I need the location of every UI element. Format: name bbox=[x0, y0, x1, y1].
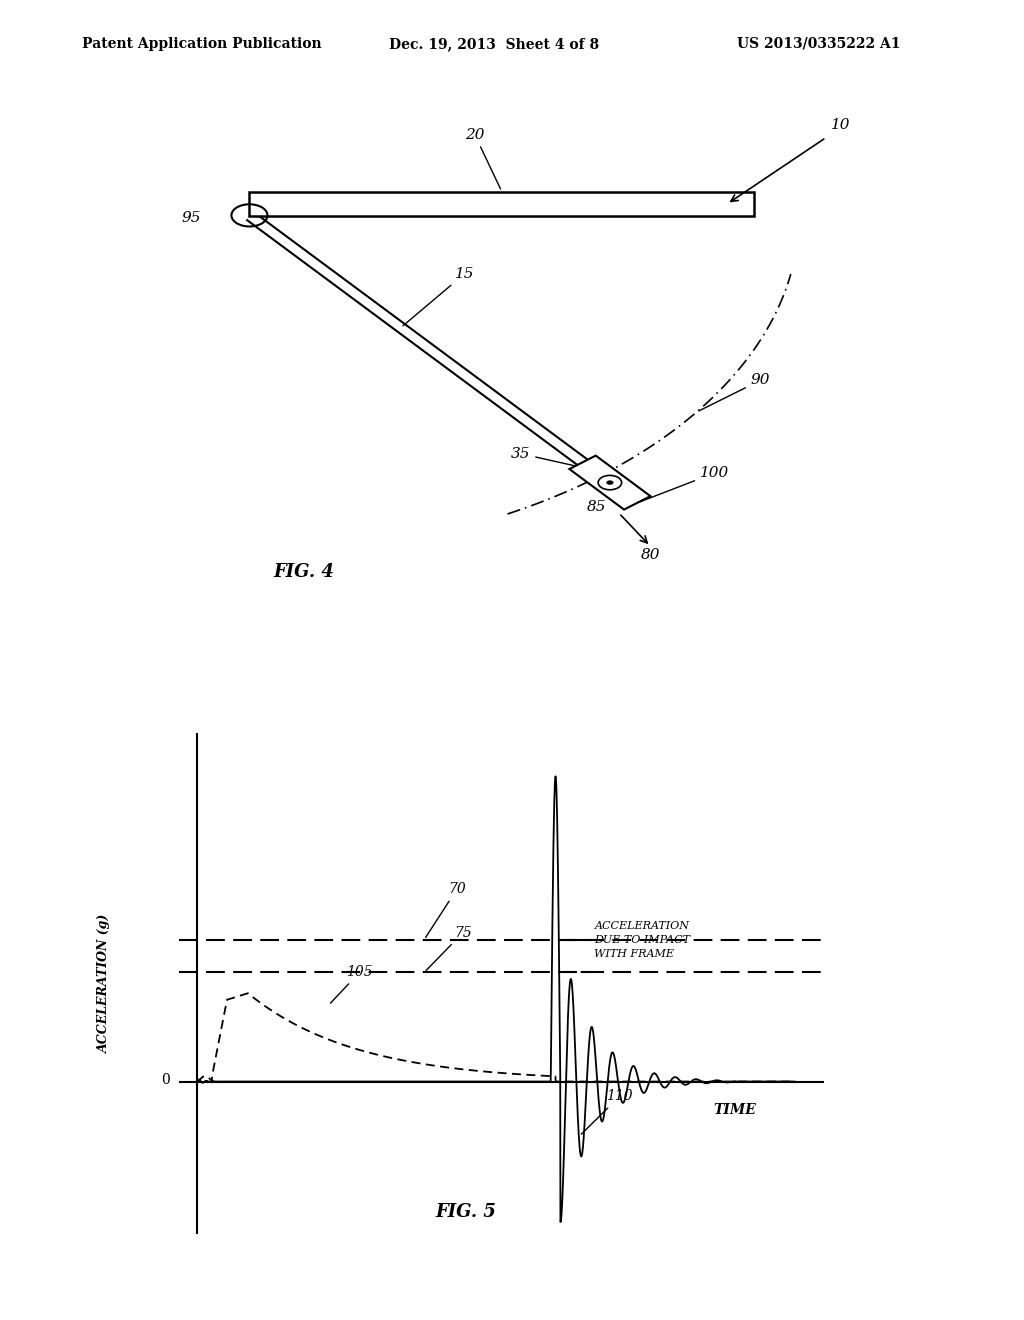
Text: TIME: TIME bbox=[714, 1104, 756, 1117]
Text: Dec. 19, 2013  Sheet 4 of 8: Dec. 19, 2013 Sheet 4 of 8 bbox=[389, 37, 599, 51]
Text: 15: 15 bbox=[403, 267, 474, 326]
Text: 20: 20 bbox=[465, 128, 501, 189]
Text: 0: 0 bbox=[162, 1073, 170, 1088]
Text: ACCELERATION
DUE TO IMPACT
WITH FRAME: ACCELERATION DUE TO IMPACT WITH FRAME bbox=[594, 921, 690, 958]
Text: 105: 105 bbox=[331, 965, 373, 1003]
Text: 110: 110 bbox=[582, 1089, 633, 1134]
Text: US 2013/0335222 A1: US 2013/0335222 A1 bbox=[737, 37, 901, 51]
Text: 95: 95 bbox=[181, 211, 201, 226]
Text: 85: 85 bbox=[587, 500, 606, 515]
Polygon shape bbox=[569, 455, 650, 510]
Text: Patent Application Publication: Patent Application Publication bbox=[82, 37, 322, 51]
Text: 70: 70 bbox=[426, 882, 466, 937]
Text: 80: 80 bbox=[641, 548, 660, 561]
Text: 35: 35 bbox=[511, 446, 590, 469]
Text: 75: 75 bbox=[426, 925, 472, 970]
Text: FIG. 4: FIG. 4 bbox=[273, 562, 334, 581]
Bar bbox=[250, 191, 754, 216]
Circle shape bbox=[606, 480, 613, 484]
Text: 100: 100 bbox=[640, 466, 729, 502]
Text: 90: 90 bbox=[699, 374, 770, 411]
Text: FIG. 5: FIG. 5 bbox=[435, 1203, 497, 1221]
Text: ACCELERATION (g): ACCELERATION (g) bbox=[98, 913, 111, 1053]
Text: 10: 10 bbox=[830, 119, 850, 132]
